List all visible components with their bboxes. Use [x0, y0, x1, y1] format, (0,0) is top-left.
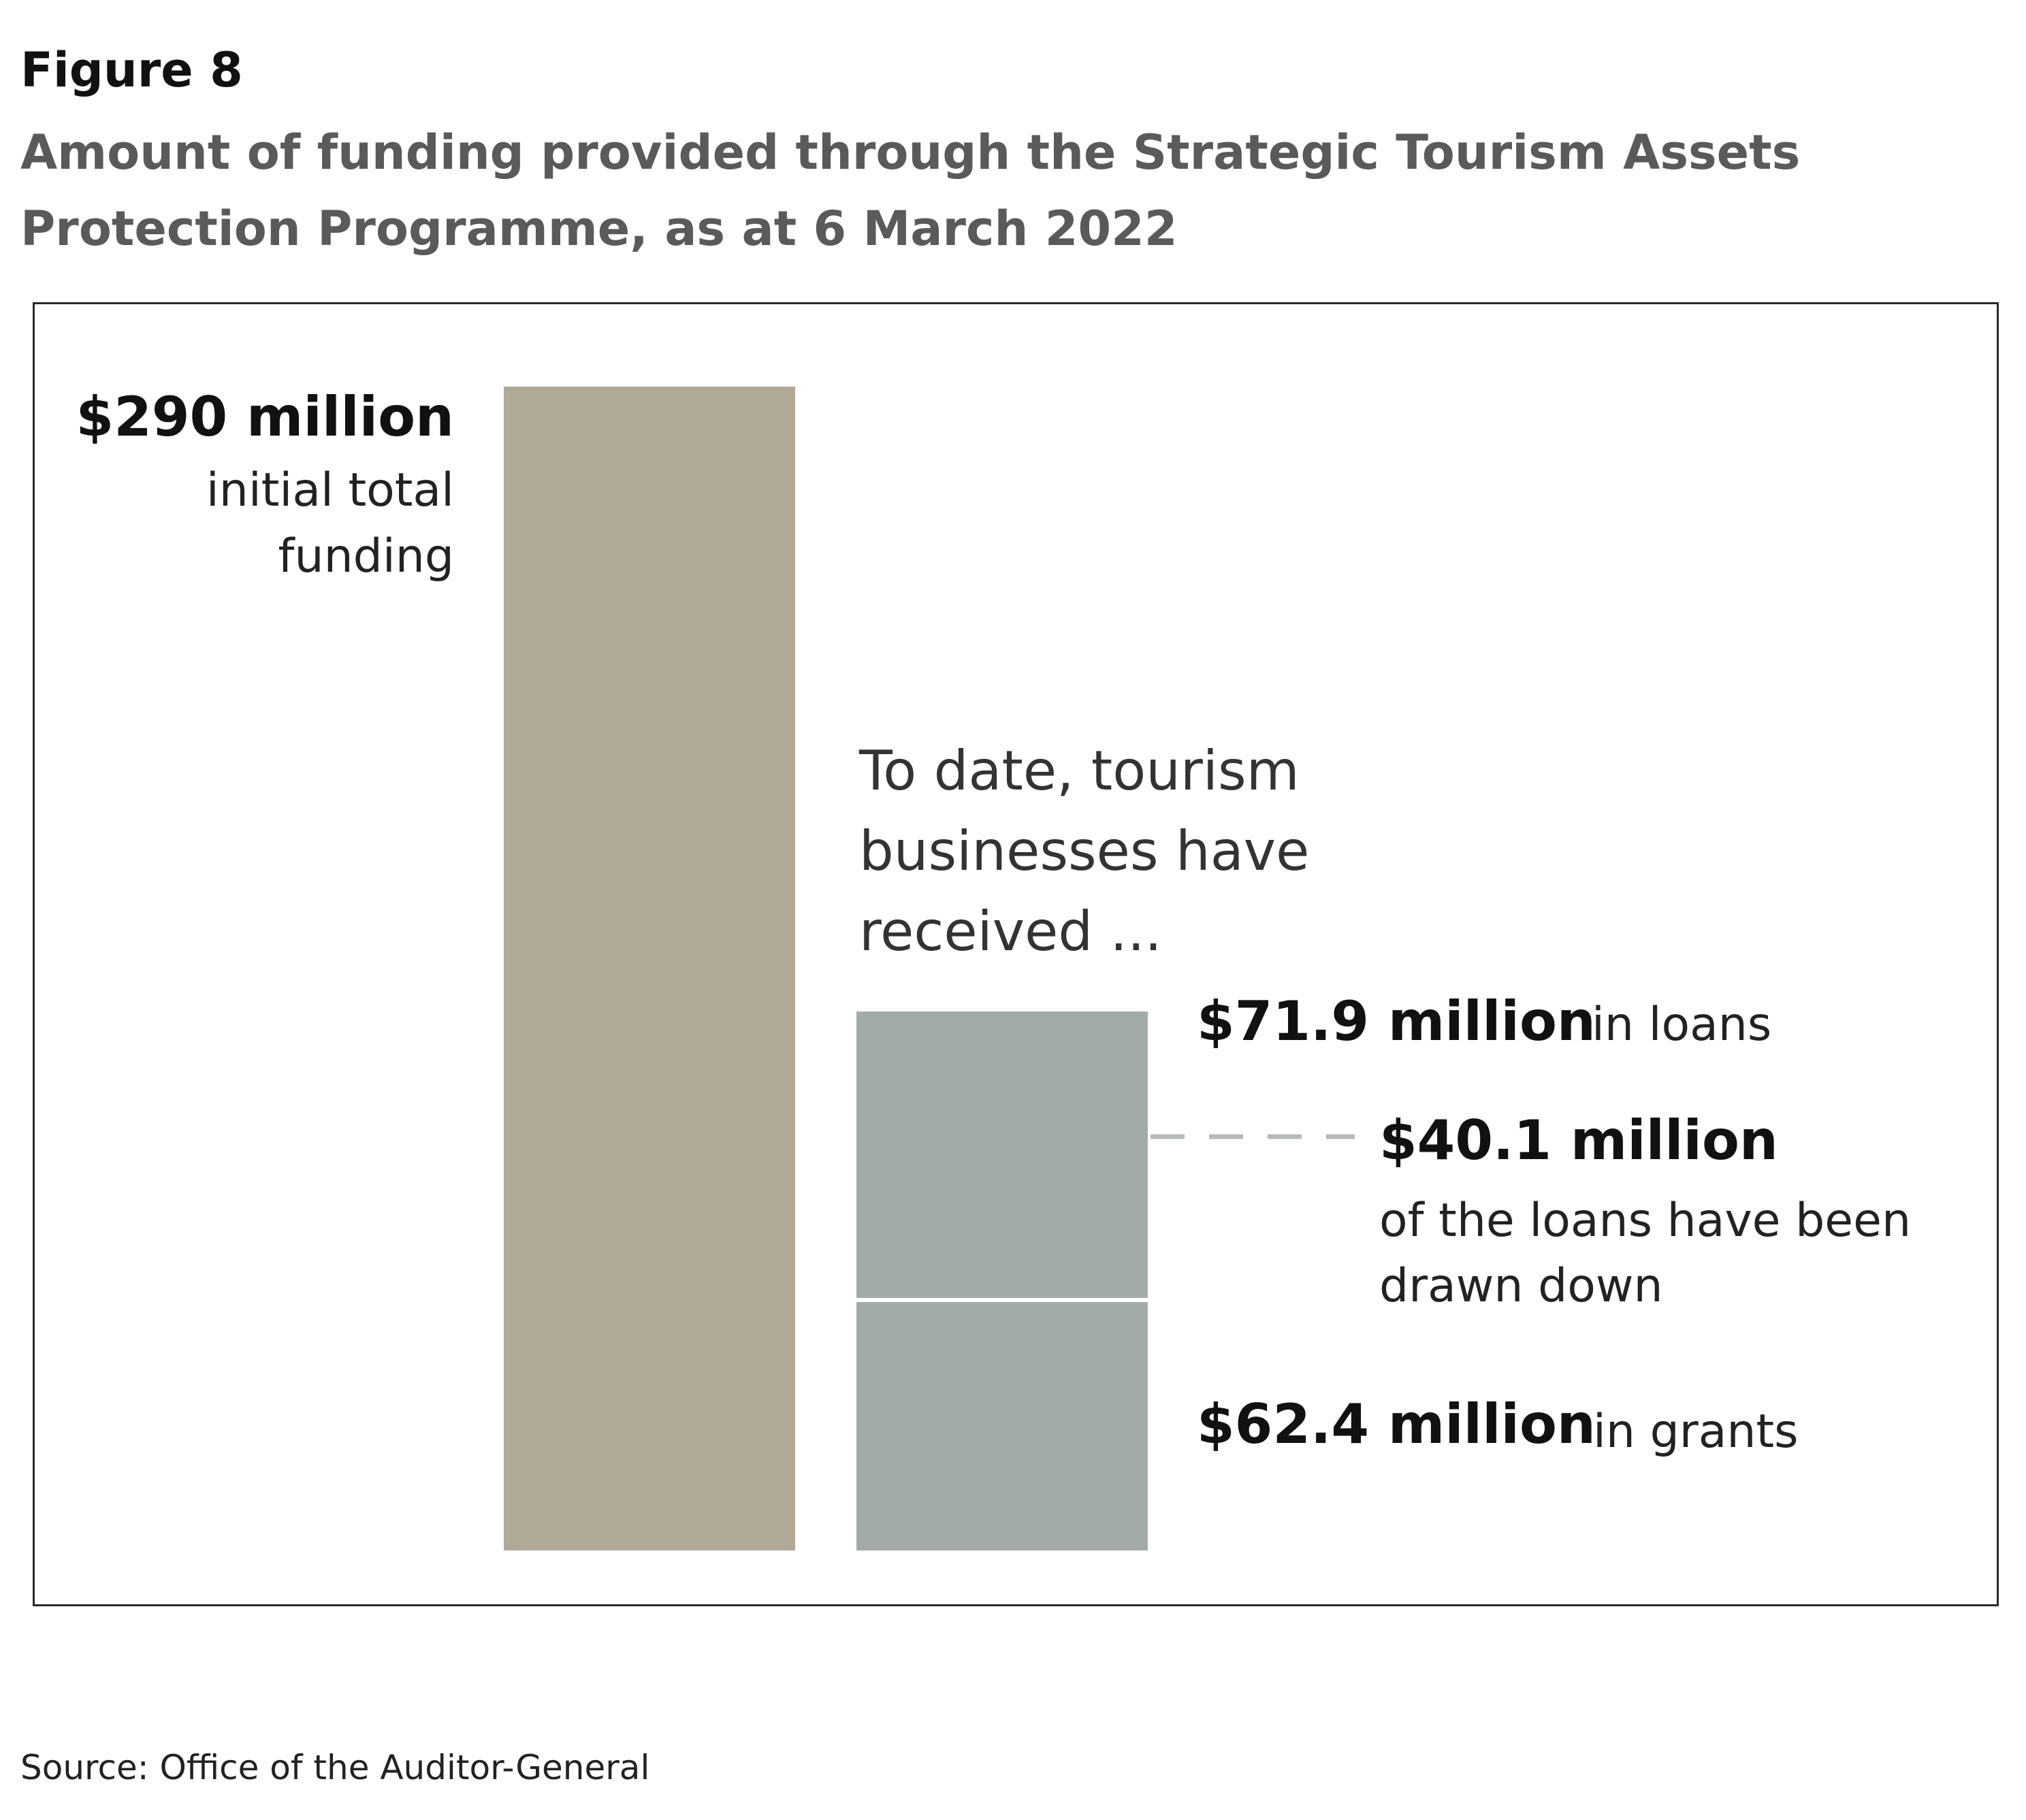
loans-value-label: $71.9 million — [1197, 990, 1596, 1053]
grants-value-label: $62.4 million — [1197, 1393, 1596, 1456]
source-note: Source: Office of the Auditor-General — [20, 1748, 650, 1787]
grants-desc-label: in grants — [1593, 1405, 1799, 1459]
initial-desc-line-1: initial total — [206, 464, 454, 517]
initial-value-label: $290 million — [76, 385, 454, 449]
figure-label: Figure 8 — [20, 42, 243, 98]
chart-frame — [33, 302, 1999, 1606]
received-heading-line-3: received ... — [859, 900, 1162, 963]
initial-desc-line-2: funding — [278, 530, 454, 583]
received-heading-line-1: To date, tourism — [858, 739, 1300, 802]
figure-title: Amount of funding provided through the S… — [20, 125, 1801, 257]
drawn-desc-line-2: drawn down — [1379, 1259, 1663, 1313]
drawn-value-label: $40.1 million — [1379, 1109, 1778, 1172]
bar-grants — [856, 1300, 1148, 1550]
drawn-desc-line-1: of the loans have been — [1379, 1194, 1911, 1248]
bar-initial-total-funding — [504, 387, 795, 1550]
bar-loans — [856, 1011, 1148, 1301]
loans-desc-label: in loans — [1592, 998, 1771, 1052]
received-heading-line-2: businesses have — [859, 819, 1309, 883]
